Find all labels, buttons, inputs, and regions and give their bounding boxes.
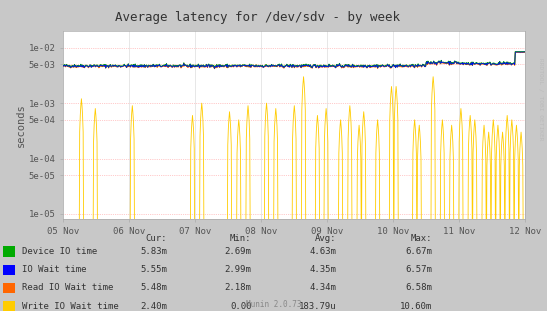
Text: Min:: Min: xyxy=(230,234,252,243)
Text: 183.79u: 183.79u xyxy=(299,302,336,310)
Text: 2.99m: 2.99m xyxy=(225,266,252,274)
Text: 6.57m: 6.57m xyxy=(405,266,432,274)
Text: Read IO Wait time: Read IO Wait time xyxy=(22,284,113,292)
Text: 5.83m: 5.83m xyxy=(140,248,167,256)
Text: Avg:: Avg: xyxy=(315,234,336,243)
Text: 10.60m: 10.60m xyxy=(400,302,432,310)
Text: 0.00: 0.00 xyxy=(230,302,252,310)
Text: IO Wait time: IO Wait time xyxy=(22,266,86,274)
Text: 4.63m: 4.63m xyxy=(310,248,336,256)
Text: 4.34m: 4.34m xyxy=(310,284,336,292)
Text: Munin 2.0.73: Munin 2.0.73 xyxy=(246,300,301,309)
Y-axis label: seconds: seconds xyxy=(16,103,26,147)
Text: RRDTOOL / TOBI OETIKER: RRDTOOL / TOBI OETIKER xyxy=(538,58,543,141)
Text: Cur:: Cur: xyxy=(146,234,167,243)
Text: Write IO Wait time: Write IO Wait time xyxy=(22,302,119,310)
Text: 5.55m: 5.55m xyxy=(140,266,167,274)
Text: 2.40m: 2.40m xyxy=(140,302,167,310)
Text: 5.48m: 5.48m xyxy=(140,284,167,292)
Text: Device IO time: Device IO time xyxy=(22,248,97,256)
Text: 2.18m: 2.18m xyxy=(225,284,252,292)
Text: 6.67m: 6.67m xyxy=(405,248,432,256)
Text: 4.35m: 4.35m xyxy=(310,266,336,274)
Text: Average latency for /dev/sdv - by week: Average latency for /dev/sdv - by week xyxy=(114,11,400,24)
Text: Max:: Max: xyxy=(411,234,432,243)
Text: 2.69m: 2.69m xyxy=(225,248,252,256)
Text: 6.58m: 6.58m xyxy=(405,284,432,292)
